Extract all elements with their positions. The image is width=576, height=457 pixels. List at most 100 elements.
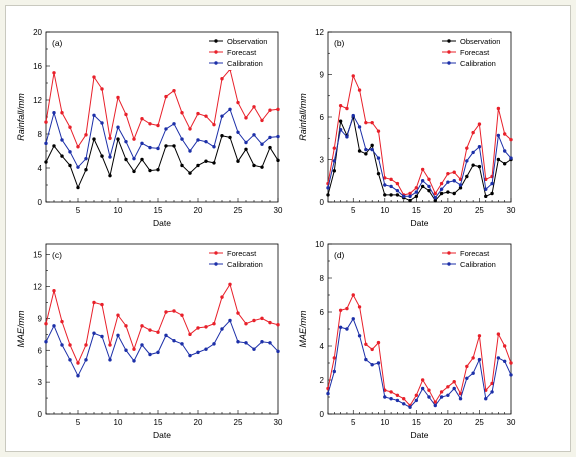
forecast-data-point: [116, 313, 120, 317]
calibration-data-point: [140, 343, 144, 347]
calibration-data-point: [490, 181, 494, 186]
calibration-data-point: [244, 341, 248, 345]
forecast-data-point: [164, 310, 168, 314]
observation-data-point: [338, 119, 343, 123]
forecast-data-point: [357, 88, 362, 92]
observation-data-point: [477, 164, 482, 169]
calibration-data-point: [60, 343, 64, 347]
observation-data-point: [326, 193, 330, 197]
x-tick-label: 25: [234, 418, 243, 427]
forecast-data-point: [76, 145, 80, 149]
forecast-data-point: [433, 191, 437, 196]
calibration-data-point: [60, 138, 64, 142]
forecast-data-point: [477, 334, 482, 338]
forecast-data-point: [180, 313, 184, 317]
calibration-data-point: [164, 127, 168, 131]
legend-label-forecast: Forecast: [227, 48, 257, 57]
forecast-data-point: [252, 105, 256, 109]
observation-data-point: [458, 186, 463, 190]
calibration-data-point: [68, 150, 72, 154]
legend-marker-calibration: [447, 262, 451, 266]
forecast-data-point: [452, 170, 456, 174]
calibration-data-point: [100, 121, 104, 125]
calibration-data-point: [383, 183, 387, 187]
calibration-data-point: [124, 139, 128, 144]
calibration-data-point: [44, 340, 48, 344]
calibration-series-line: [327, 114, 512, 199]
forecast-data-point: [420, 378, 425, 382]
forecast-data-point: [228, 282, 232, 287]
calibration-data-point: [132, 156, 136, 161]
legend-marker-forecast: [447, 50, 451, 54]
forecast-data-point: [140, 324, 144, 328]
observation-data-point: [408, 198, 412, 203]
observation-series-line: [45, 135, 279, 189]
forecast-data-point: [420, 167, 425, 172]
calibration-data-point: [100, 334, 104, 339]
y-tick-label: 2: [320, 376, 325, 385]
forecast-data-point: [124, 324, 128, 328]
forecast-data-point: [338, 103, 343, 108]
forecast-data-point: [433, 400, 437, 404]
panel-label: (c): [52, 250, 62, 260]
forecast-data-point: [383, 176, 387, 180]
calibration-data-point: [204, 139, 208, 144]
legend-label-forecast: Forecast: [227, 249, 257, 258]
y-tick-label: 4: [38, 164, 43, 173]
calibration-data-point: [433, 403, 437, 408]
y-tick-label: 16: [33, 62, 42, 71]
forecast-data-point: [268, 108, 272, 112]
calibration-data-point: [477, 357, 482, 362]
forecast-data-point: [439, 181, 444, 186]
legend-label-calibration: Calibration: [460, 59, 496, 68]
forecast-data-point: [465, 364, 469, 369]
calibration-data-point: [502, 149, 507, 153]
calibration-data-point: [420, 179, 425, 183]
chart-panel-b: 5 10 15 20 25 30 0 3 6 9 12 Date Rainfall/mm (b) Obser…: [298, 28, 516, 228]
x-tick-label: 30: [274, 206, 283, 215]
calibration-data-point: [446, 180, 450, 184]
x-tick-label: 10: [380, 206, 389, 215]
forecast-data-point: [244, 116, 248, 120]
forecast-data-point: [188, 127, 192, 131]
observation-data-point: [420, 184, 425, 189]
calibration-data-point: [484, 397, 488, 401]
forecast-series-line: [45, 68, 279, 148]
observation-data-point: [389, 193, 393, 197]
legend-label-calibration: Calibration: [460, 260, 496, 269]
forecast-data-point: [236, 311, 240, 315]
calibration-data-point: [76, 374, 80, 378]
calibration-data-point: [196, 138, 200, 142]
forecast-data-point: [427, 177, 431, 182]
legend-marker-forecast: [447, 251, 451, 255]
x-tick-label: 10: [114, 418, 123, 427]
forecast-data-point: [148, 328, 152, 332]
observation-data-point: [132, 169, 136, 174]
observation-data-point: [124, 157, 128, 162]
legend-marker-observation: [214, 39, 218, 43]
calibration-data-point: [236, 130, 240, 134]
observation-data-point: [452, 191, 456, 196]
y-tick-label: 8: [320, 274, 325, 283]
panel-label: (b): [334, 38, 345, 48]
observation-data-point: [446, 190, 450, 194]
forecast-data-point: [180, 111, 184, 115]
observation-data-point: [490, 191, 494, 196]
observation-data-point: [68, 163, 72, 168]
forecast-data-point: [338, 308, 343, 312]
calibration-data-point: [92, 331, 96, 335]
legend-marker-calibration: [214, 262, 218, 266]
forecast-data-point: [496, 106, 501, 111]
y-axis-label: Rainfall/mm: [16, 93, 26, 141]
calibration-data-point: [351, 317, 355, 321]
forecast-data-point: [402, 397, 406, 401]
forecast-data-point: [389, 177, 393, 182]
x-tick-label: 10: [114, 206, 123, 215]
forecast-data-point: [414, 186, 419, 190]
plot-frame: [45, 243, 279, 415]
forecast-data-point: [236, 100, 240, 105]
observation-data-point: [439, 191, 444, 196]
observation-data-point: [376, 171, 381, 176]
calibration-data-point: [439, 187, 444, 191]
x-tick-label: 10: [380, 418, 389, 427]
